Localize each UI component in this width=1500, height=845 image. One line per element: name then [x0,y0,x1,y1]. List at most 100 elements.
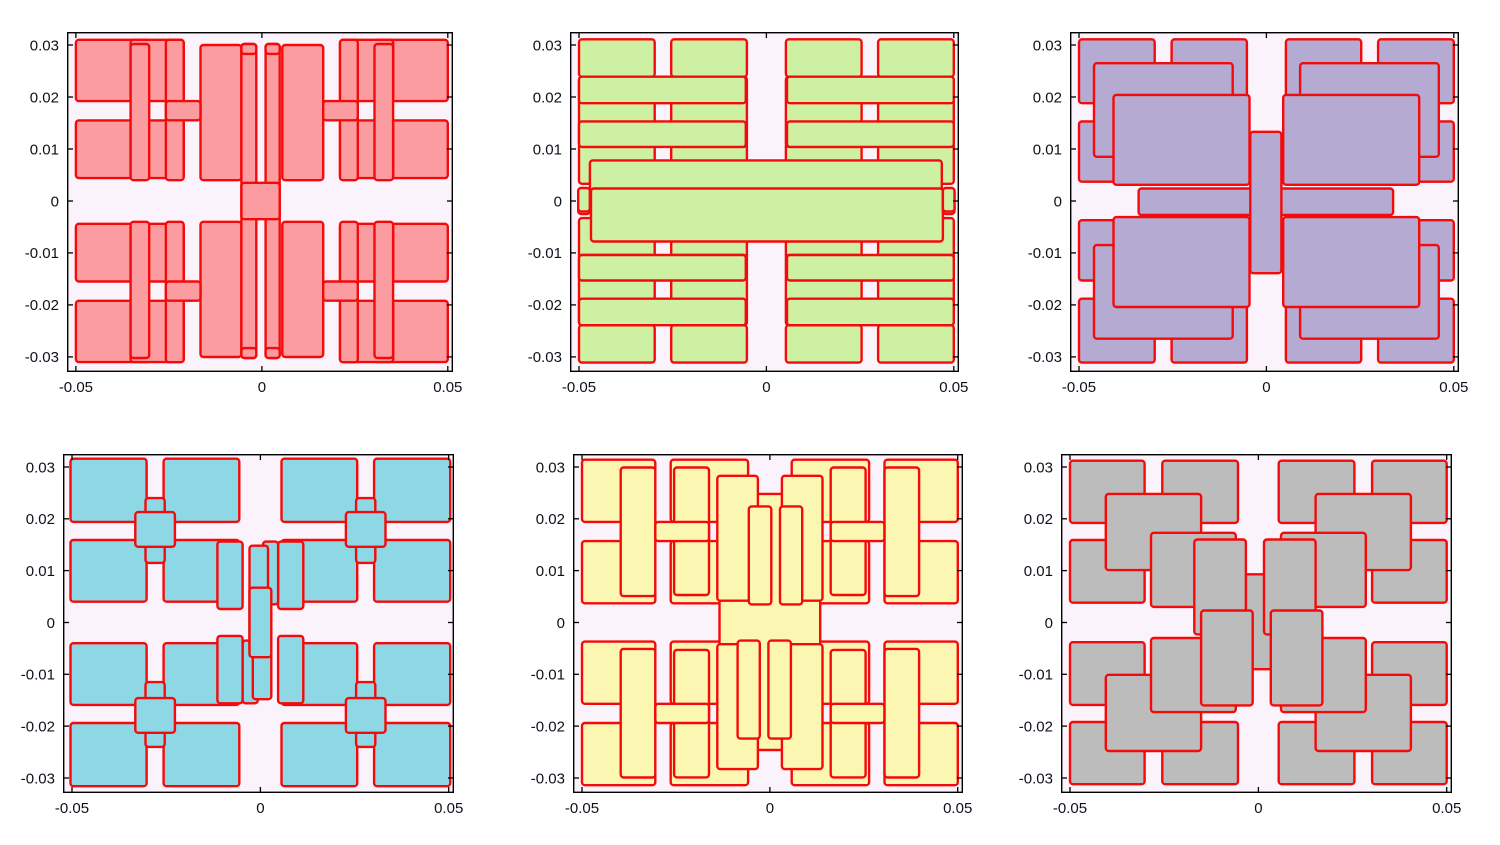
plot-panel-top-middle: -0.05 0 0.05 0.03 0.02 0.01 0 -0.01 -0.02 -0.03 [528,31,968,396]
y-tick-label: 0 [1054,193,1062,210]
region-box [276,634,305,705]
region-box [669,324,749,364]
region-box [69,538,148,603]
region-box [69,641,148,707]
x-tick-label: 0 [762,379,770,396]
region-box [654,702,711,725]
y-tick-label: 0.01 [30,141,59,158]
region-box [785,253,956,282]
x-tick-label: -0.05 [565,800,599,817]
region-box [736,639,762,740]
region-box [199,43,243,182]
region-box [264,42,281,56]
region-box [164,280,202,302]
y-tick-label: 0.02 [536,511,565,528]
region-box [1269,609,1324,707]
region-box [876,38,956,78]
region-box [747,505,773,606]
y-tick-label: -0.03 [528,349,562,366]
region-box [280,721,359,788]
region-box [134,510,177,548]
region-box [576,186,592,213]
region-box [784,324,863,364]
y-tick-label: -0.02 [1028,297,1062,314]
region-box [577,120,748,149]
region-box [69,457,148,524]
y-tick-label: -0.01 [1019,667,1053,684]
region-box [876,324,956,364]
region-box [344,696,387,735]
region-box [577,297,748,327]
y-tick-label: -0.02 [528,297,562,314]
plot-canvas: -0.05 0 0.05 0.03 0.02 0.01 0 -0.01 -0.02 -0.03 [1028,31,1468,396]
region-box [577,75,748,105]
region-box [1112,93,1251,187]
x-tick-label: -0.05 [59,379,93,396]
plot-panel-bottom-right: -0.05 0 0.05 0.03 0.02 0.01 0 -0.01 -0.02 -0.03 [1019,453,1461,817]
region-box [373,42,395,182]
region-box [199,220,243,359]
region-box [941,186,956,213]
region-box [1199,609,1254,707]
plot-frame [62,453,455,794]
y-tick-label: -0.03 [25,349,59,366]
region-box [248,586,273,659]
y-tick-label: 0 [1045,615,1053,632]
y-tick-label: 0.03 [533,37,562,54]
region-box [372,538,452,603]
x-tick-label: 0.05 [434,800,463,817]
region-box [162,457,241,524]
region-box [276,540,305,611]
y-tick-label: 0.02 [1033,89,1062,106]
region-box [829,702,886,725]
region-box [344,510,387,548]
region-box [322,280,360,302]
y-tick-label: 0 [51,193,59,210]
region-box [577,38,656,78]
y-tick-label: -0.01 [528,245,562,262]
region-box [372,721,452,788]
plot-panel-top-left: -0.05 0 0.05 0.03 0.02 0.01 0 -0.01 -0.02 -0.03 [25,31,462,396]
y-tick-label: 0.02 [26,511,55,528]
x-tick-label: 0.05 [943,800,972,817]
y-tick-label: 0.01 [533,141,562,158]
plot-frame [572,453,964,794]
x-tick-label: -0.05 [55,800,89,817]
region-box [778,505,804,606]
region-box [240,181,281,221]
y-tick-label: 0.01 [1033,141,1062,158]
y-tick-label: -0.01 [21,667,55,684]
y-tick-label: 0.03 [30,37,59,54]
plot-panel-bottom-middle: -0.05 0 0.05 0.03 0.02 0.01 0 -0.01 -0.02 -0.03 [531,453,972,817]
y-tick-label: 0.03 [1033,37,1062,54]
y-tick-label: -0.01 [25,245,59,262]
region-box [577,324,656,364]
region-box [829,520,886,543]
region-box [785,120,956,149]
x-tick-label: 0.05 [1432,800,1461,817]
region-box [129,220,151,360]
x-tick-label: 0.05 [433,379,462,396]
region-box [240,346,258,360]
y-tick-label: 0.01 [26,563,55,580]
y-tick-label: 0.01 [536,563,565,580]
region-box [669,38,749,78]
plot-canvas: -0.05 0 0.05 0.03 0.02 0.01 0 -0.01 -0.02 -0.03 [1019,453,1461,817]
x-tick-label: -0.05 [562,379,596,396]
region-box [373,220,395,360]
region-box [281,220,325,359]
region-box [69,721,148,788]
region-box [280,457,359,524]
y-tick-label: -0.01 [531,667,565,684]
x-tick-label: 0.05 [939,379,968,396]
x-tick-label: 0 [1254,800,1262,817]
region-box [372,457,452,524]
region-box [372,641,452,707]
region-box [264,346,281,360]
plot-frame [569,31,960,373]
y-tick-label: -0.02 [531,718,565,735]
region-box [322,99,360,122]
plot-panel-top-right: -0.05 0 0.05 0.03 0.02 0.01 0 -0.01 -0.02 -0.03 [1028,31,1468,396]
plot-frame [1060,453,1453,794]
